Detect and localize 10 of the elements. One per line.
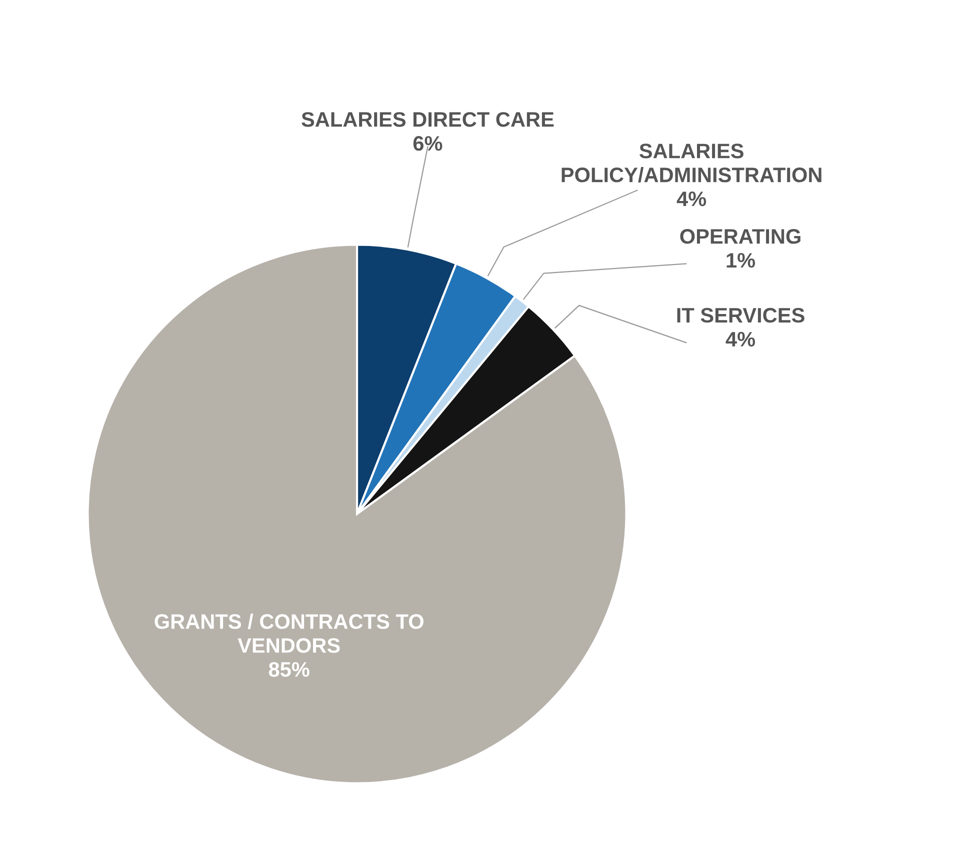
data-label: 1% [726, 253, 756, 268]
slice-label: OPERATING [680, 229, 800, 244]
data-label: 85% [268, 662, 310, 677]
slice-label: IT SERVICES [677, 308, 804, 323]
slice-label: SALARIES POLICY/ADMINISTRATION [562, 144, 822, 183]
data-label: 6% [413, 136, 442, 151]
slice-label: GRANTS / CONTRACTS TO VENDORS [154, 614, 424, 653]
data-label: 4% [676, 192, 706, 206]
slice-label: SALARIES DIRECT CARE [302, 112, 554, 127]
data-label: 4% [726, 332, 756, 347]
